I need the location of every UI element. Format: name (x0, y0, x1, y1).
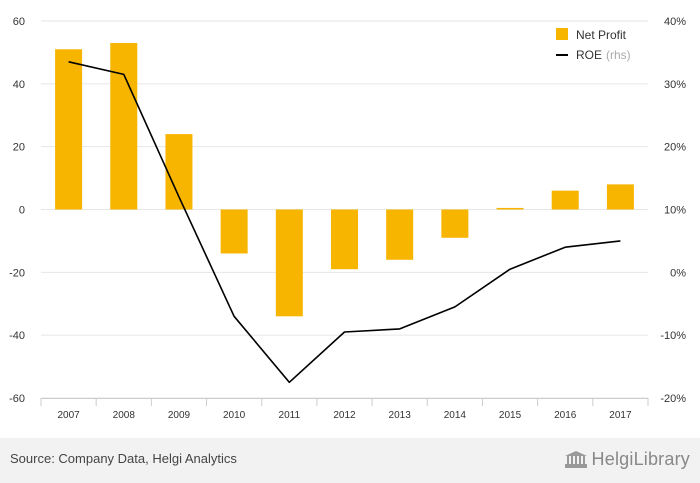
net-profit-bars (55, 42, 634, 317)
axes: 60 40 20 0 -20 -40 -60 40% 30% 20% 10% 0% -10% -20% 20… (9, 16, 686, 421)
x-tick-label: 2007 (57, 410, 80, 421)
brand-name: HelgiLibrary (591, 449, 690, 469)
y-right-tick-label: 0% (670, 267, 686, 279)
y-left-tick-label: -40 (9, 330, 25, 342)
y-left-tick-label: 20 (13, 142, 25, 154)
y-right-tick-label: 20% (664, 142, 686, 154)
y-left-tick-label: -60 (9, 393, 25, 405)
source-note: Source: Company Data, Helgi Analytics (10, 451, 237, 466)
y-left-tick-label: 0 (19, 205, 25, 217)
brand-logo: HelgiLibrary (564, 449, 690, 470)
legend-label-roe-name: ROE (576, 48, 602, 62)
bar-net-profit (55, 49, 83, 210)
bar-net-profit (386, 209, 414, 260)
bar-net-profit (275, 209, 303, 317)
y-right-tick-label: -10% (660, 330, 686, 342)
bar-net-profit (441, 209, 469, 238)
x-tick-label: 2017 (609, 410, 632, 421)
y-right-tick-label: 10% (664, 205, 686, 217)
x-tick-label: 2011 (279, 410, 301, 421)
y-left-tick-label: -20 (9, 267, 25, 279)
x-tick-label: 2014 (444, 410, 467, 421)
x-tick-label: 2012 (333, 410, 356, 421)
x-tick-label: 2009 (168, 410, 191, 421)
bar-net-profit (331, 209, 358, 270)
y-right-tick-label: 40% (664, 16, 686, 28)
bar-net-profit (496, 207, 524, 210)
y-right-tick-label: -20% (660, 393, 686, 405)
bar-net-profit (110, 42, 138, 210)
x-tick-label: 2015 (499, 410, 522, 421)
roe-line (68, 61, 621, 384)
legend-label-roe-suffix: (rhs) (606, 48, 631, 62)
x-tick-label: 2010 (223, 410, 246, 421)
building-icon (564, 450, 587, 468)
y-right-tick-label: 30% (664, 79, 686, 91)
x-tick-label: 2013 (389, 410, 412, 421)
y-left-tick-label: 40 (13, 79, 25, 91)
y-left-tick-label: 60 (13, 16, 25, 28)
legend: Net Profit ROE (rhs) (556, 28, 631, 62)
bar-net-profit (551, 190, 579, 210)
x-tick-label: 2008 (113, 410, 136, 421)
roe-line-layer (68, 61, 621, 384)
combo-chart: 60 40 20 0 -20 -40 -60 40% 30% 20% 10% 0% -10% -20% 20… (9, 16, 686, 421)
legend-label-net-profit: Net Profit (576, 28, 627, 42)
x-tick-label: 2016 (554, 410, 577, 421)
bar-net-profit (220, 209, 248, 254)
bar-net-profit (606, 184, 634, 210)
legend-label-roe: ROE (rhs) (576, 48, 631, 62)
legend-swatch-net-profit (556, 28, 568, 40)
footer: Source: Company Data, Helgi Analytics He… (0, 438, 700, 483)
